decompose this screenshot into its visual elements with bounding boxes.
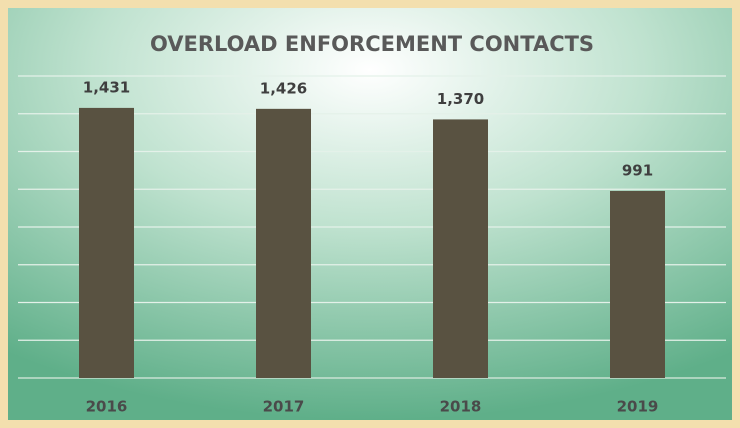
x-tick-label: 2019 <box>617 398 659 416</box>
chart-title: OVERLOAD ENFORCEMENT CONTACTS <box>150 32 594 56</box>
x-tick-label: 2016 <box>86 398 128 416</box>
bar <box>610 190 665 378</box>
data-label: 1,426 <box>260 79 307 97</box>
x-tick-label: 2018 <box>440 398 482 416</box>
data-label: 991 <box>622 161 653 179</box>
bar <box>433 119 488 378</box>
data-label: 1,370 <box>437 90 484 108</box>
data-label: 1,431 <box>83 78 130 96</box>
bar <box>79 107 134 379</box>
x-tick-label: 2017 <box>263 398 305 416</box>
bar <box>256 108 311 378</box>
